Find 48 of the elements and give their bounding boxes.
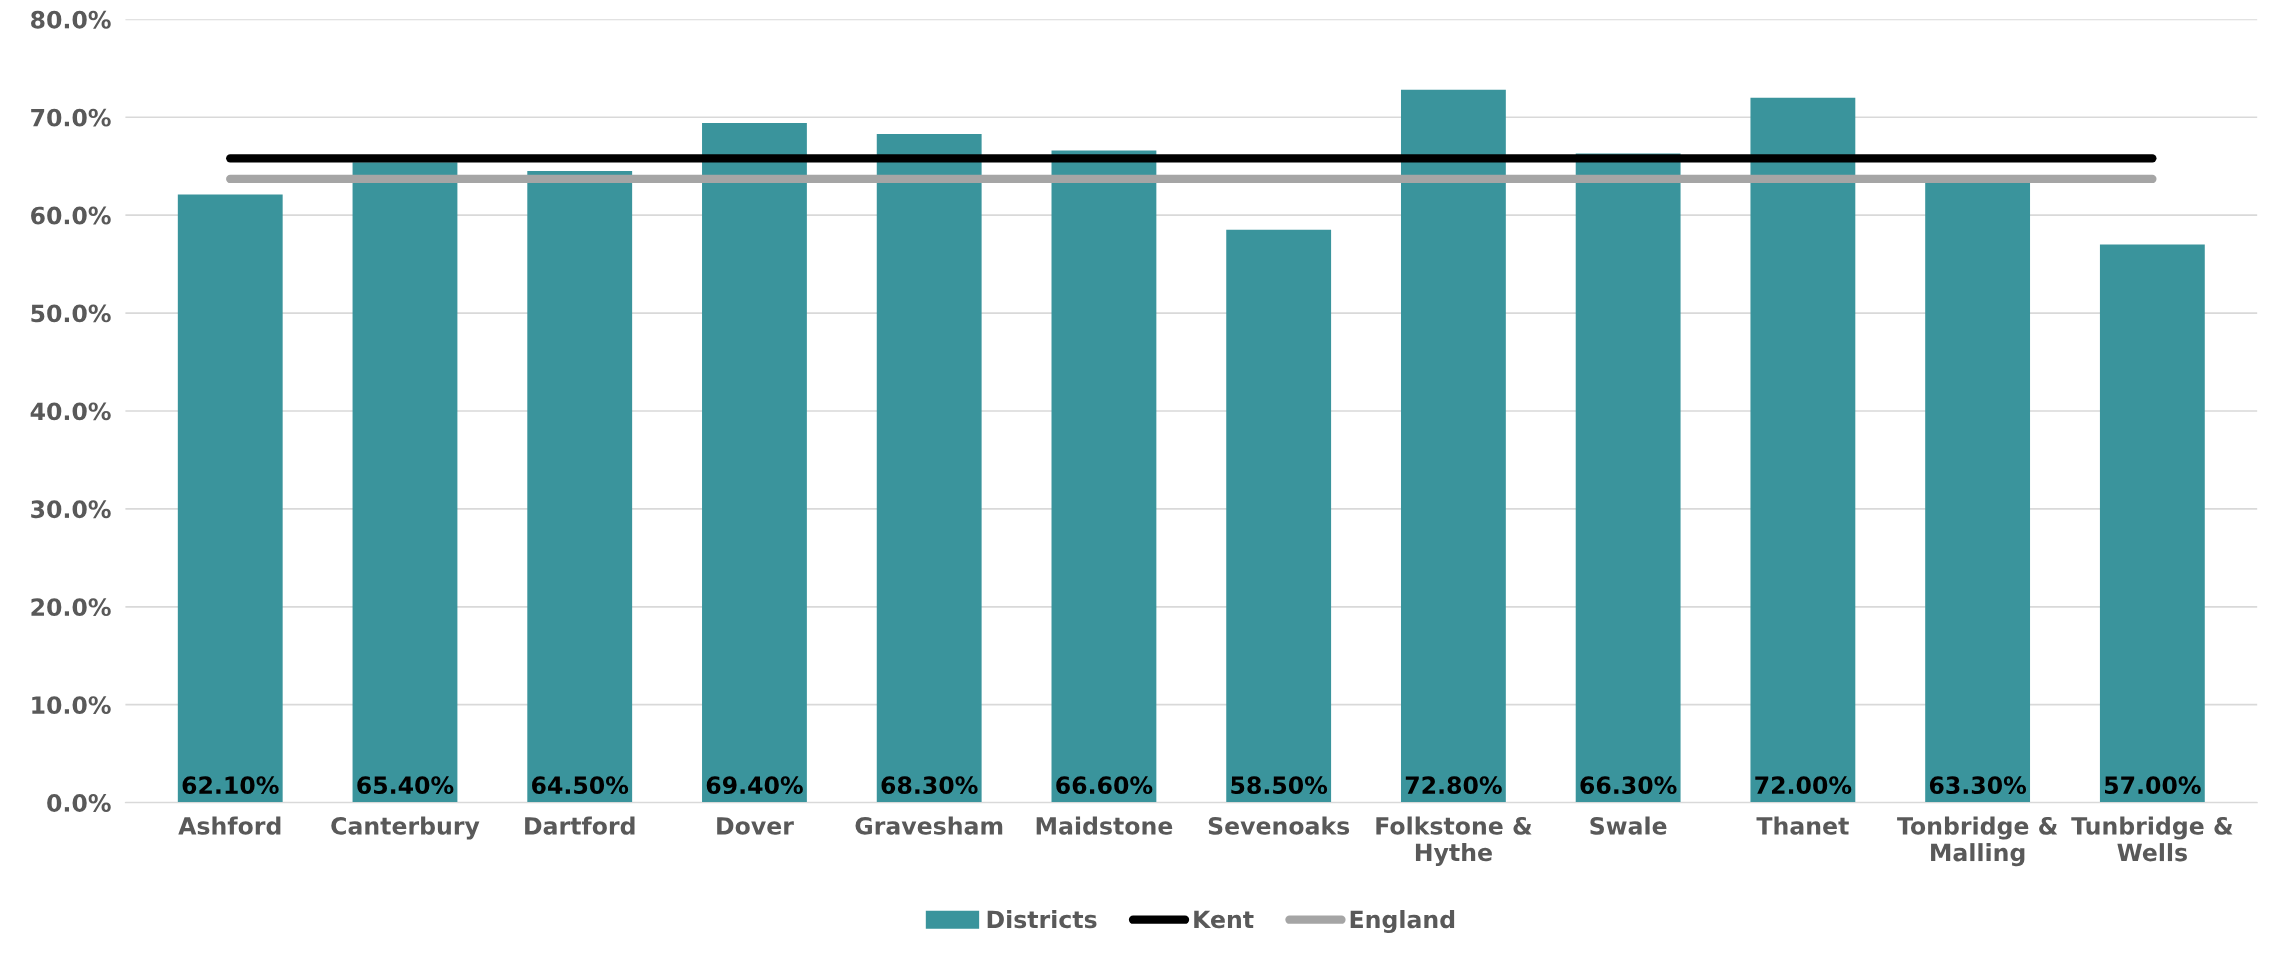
bar: [702, 123, 807, 803]
data-label: 72.80%: [1405, 776, 1502, 795]
x-tick-label: Thanet: [1756, 816, 1849, 835]
data-label: 69.40%: [706, 776, 803, 795]
bar: [177, 194, 283, 803]
x-tick-label: Tunbridge & Wells: [2071, 816, 2233, 862]
data-label: 66.60%: [1056, 776, 1153, 795]
data-label: 65.40%: [357, 776, 454, 795]
bar: [876, 133, 982, 803]
bar: [352, 162, 458, 803]
legend-label: Kent: [1194, 910, 1254, 929]
y-tick-label: 10.0%: [32, 696, 111, 715]
y-tick-label: 20.0%: [31, 598, 111, 617]
bar: [527, 171, 633, 803]
x-tick-label: Gravesham: [855, 816, 1003, 835]
data-label: 57.00%: [2105, 776, 2201, 795]
y-tick-label: 60.0%: [31, 206, 111, 225]
data-label: 72.00%: [1755, 776, 1852, 795]
x-tick-label: Swale: [1590, 816, 1667, 835]
legend-label: England: [1350, 910, 1455, 934]
data-label: 58.50%: [1231, 776, 1328, 795]
bar: [1226, 229, 1332, 803]
bar: [1750, 97, 1856, 803]
x-tick-label: Ashford: [178, 816, 281, 835]
y-tick-label: 30.0%: [31, 500, 111, 519]
data-label: 68.30%: [881, 776, 978, 795]
data-label: 62.10%: [182, 776, 279, 795]
x-tick-label: Dover: [717, 817, 794, 835]
y-tick-label: 80.0%: [31, 10, 111, 29]
bar: [2099, 244, 2205, 803]
y-tick-label: 50.0%: [31, 304, 111, 323]
bar: [1925, 182, 2031, 803]
bar: [1400, 89, 1506, 803]
y-tick-label: 0.0%: [47, 794, 111, 812]
bar: [1575, 153, 1681, 803]
x-tick-label: Dartford: [525, 816, 635, 835]
data-label: 63.30%: [1929, 776, 2027, 795]
data-label: 64.50%: [532, 776, 629, 795]
y-tick-label: 40.0%: [30, 402, 111, 421]
x-tick-label: Maidstone: [1036, 816, 1173, 835]
x-tick-label: Sevenoaks: [1208, 816, 1350, 835]
legend-label: Districts: [987, 910, 1097, 929]
x-tick-label: Folkstone & Hythe: [1376, 816, 1532, 866]
x-tick-label: Canterbury: [331, 816, 480, 840]
bar: [1051, 150, 1157, 803]
data-label: 66.30%: [1580, 776, 1677, 795]
y-tick-label: 70.0%: [31, 108, 111, 127]
x-tick-label: Tonbridge & Malling: [1897, 816, 2058, 867]
